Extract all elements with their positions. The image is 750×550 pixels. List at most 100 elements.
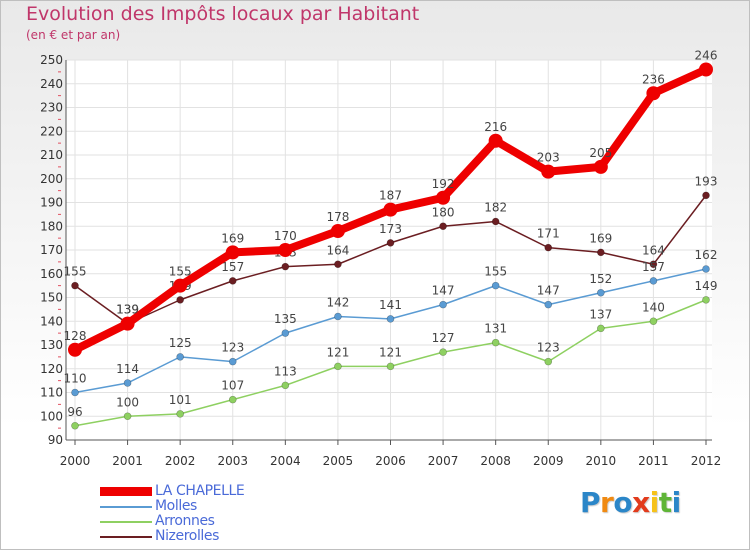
data-label-la-chapelle: 169 xyxy=(221,231,244,245)
data-label-arronnes: 131 xyxy=(484,322,507,336)
data-label-la-chapelle: 246 xyxy=(695,49,718,63)
data-label-arronnes: 107 xyxy=(221,379,244,393)
data-point-molles xyxy=(702,265,710,273)
legend-swatch-molles xyxy=(100,506,152,508)
data-label-arronnes: 113 xyxy=(274,364,297,378)
logo-letter: r xyxy=(600,486,614,519)
legend-label-nizerolles: Nizerolles xyxy=(155,528,220,544)
legend-label-la-chapelle: LA CHAPELLE xyxy=(155,483,245,499)
data-label-la-chapelle: 216 xyxy=(484,120,507,134)
data-label-molles: 110 xyxy=(64,372,87,386)
data-label-arronnes: 101 xyxy=(169,393,192,407)
data-point-molles xyxy=(71,388,79,397)
data-point-arronnes xyxy=(439,348,447,356)
data-point-arronnes xyxy=(491,338,500,347)
data-point-arronnes xyxy=(334,362,342,371)
data-label-la-chapelle: 155 xyxy=(169,265,192,279)
legend-label-molles: Molles xyxy=(155,498,197,514)
logo-letter: P xyxy=(580,486,601,519)
data-label-molles: 152 xyxy=(589,272,612,286)
data-label-la-chapelle: 178 xyxy=(326,210,349,224)
data-label-arronnes: 137 xyxy=(589,307,612,321)
y-tick-label: 180 xyxy=(40,219,63,233)
data-point-molles xyxy=(176,353,184,361)
data-label-la-chapelle: 128 xyxy=(64,329,87,343)
y-tick-label: 90 xyxy=(48,433,63,447)
data-point-arronnes xyxy=(176,410,184,418)
x-tick-label: 2011 xyxy=(638,454,669,468)
data-point-nizerolles xyxy=(386,239,395,247)
y-tick-label: 140 xyxy=(40,314,63,328)
data-point-la-chapelle xyxy=(646,86,661,101)
data-point-molles xyxy=(439,300,447,309)
data-point-la-chapelle xyxy=(699,62,713,77)
data-point-molles xyxy=(491,281,500,290)
data-label-arronnes: 121 xyxy=(379,345,402,359)
y-tick-label: 210 xyxy=(40,148,63,162)
data-label-molles: 135 xyxy=(274,312,297,326)
y-tick-label: 230 xyxy=(40,101,63,115)
data-label-arronnes: 100 xyxy=(116,395,139,409)
data-label-molles: 125 xyxy=(169,336,192,350)
logo-letter: i xyxy=(671,486,682,519)
data-point-nizerolles xyxy=(491,217,500,226)
logo-letter: t xyxy=(658,486,672,519)
data-label-la-chapelle: 203 xyxy=(537,151,560,165)
y-tick-label: 250 xyxy=(40,53,63,67)
logo-letter: o xyxy=(613,486,633,519)
data-label-arronnes: 96 xyxy=(67,405,82,419)
data-point-molles xyxy=(281,329,290,337)
data-point-molles xyxy=(386,315,395,323)
x-tick-label: 2007 xyxy=(428,454,459,468)
x-tick-label: 2008 xyxy=(480,454,511,468)
data-label-nizerolles: 182 xyxy=(484,201,507,215)
y-tick-label: 130 xyxy=(40,338,63,352)
data-point-nizerolles xyxy=(544,243,553,252)
y-tick-label: 190 xyxy=(40,196,63,210)
data-label-molles: 142 xyxy=(326,296,349,310)
x-tick-label: 2002 xyxy=(165,454,196,468)
data-point-arronnes xyxy=(544,357,553,366)
data-point-nizerolles xyxy=(597,248,605,257)
data-label-nizerolles: 173 xyxy=(379,222,402,236)
data-label-la-chapelle: 192 xyxy=(432,177,455,191)
data-point-nizerolles xyxy=(71,281,79,290)
data-label-nizerolles: 180 xyxy=(432,205,455,219)
data-point-la-chapelle xyxy=(436,190,451,205)
data-label-molles: 147 xyxy=(432,284,455,298)
data-label-molles: 141 xyxy=(379,298,402,312)
data-label-molles: 155 xyxy=(484,265,507,279)
data-label-nizerolles: 169 xyxy=(589,231,612,245)
data-label-nizerolles: 139 xyxy=(116,303,139,317)
y-tick-label: 100 xyxy=(40,409,63,423)
data-point-arronnes xyxy=(281,381,290,390)
data-label-la-chapelle: 236 xyxy=(642,72,665,86)
data-label-arronnes: 140 xyxy=(642,300,665,314)
y-tick-label: 110 xyxy=(40,386,63,400)
data-label-molles: 147 xyxy=(537,284,560,298)
data-label-la-chapelle: 205 xyxy=(589,146,612,160)
y-tick-label: 160 xyxy=(40,267,63,281)
legend-swatch-nizerolles xyxy=(100,536,152,538)
data-label-arronnes: 149 xyxy=(695,279,718,293)
logo-letter: x xyxy=(632,486,650,519)
data-point-arronnes xyxy=(649,317,658,326)
data-point-arronnes xyxy=(228,395,237,404)
data-point-molles xyxy=(649,277,658,285)
data-point-la-chapelle xyxy=(120,316,135,331)
data-label-arronnes: 121 xyxy=(326,345,349,359)
data-point-nizerolles xyxy=(176,296,184,304)
data-label-arronnes: 123 xyxy=(537,341,560,355)
x-tick-label: 2001 xyxy=(112,454,143,468)
data-point-nizerolles xyxy=(702,191,710,200)
data-label-nizerolles: 164 xyxy=(642,243,665,257)
data-label-la-chapelle: 187 xyxy=(379,189,402,203)
chart-title: Evolution des Impôts locaux par Habitant xyxy=(26,3,420,25)
x-tick-label: 2009 xyxy=(533,454,564,468)
data-point-nizerolles xyxy=(649,260,658,269)
chart-subtitle: (en € et par an) xyxy=(26,28,121,42)
data-label-molles: 162 xyxy=(695,248,718,262)
data-point-nizerolles xyxy=(228,277,237,285)
data-point-molles xyxy=(597,288,605,297)
legend-label-arronnes: Arronnes xyxy=(155,513,215,529)
